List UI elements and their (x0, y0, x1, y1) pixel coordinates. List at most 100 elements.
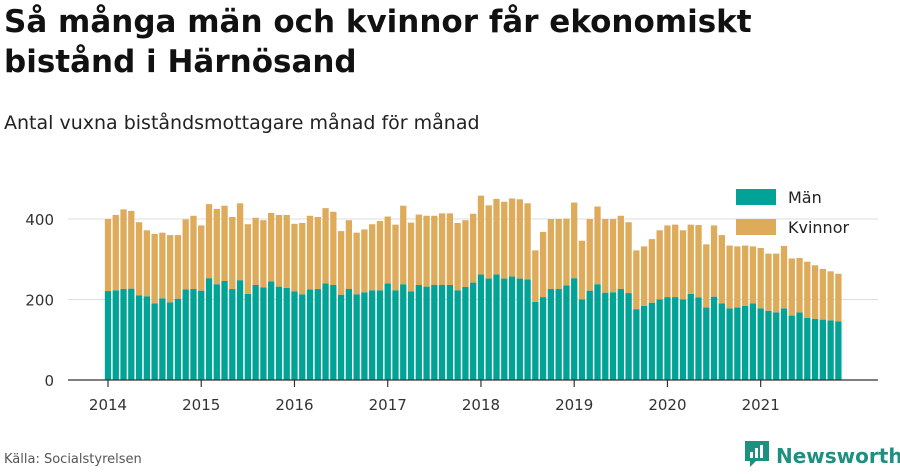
bar-kvinnor (299, 223, 306, 295)
bar-man (322, 283, 329, 380)
bar-man (718, 303, 725, 380)
newsworthy-icon (744, 440, 770, 472)
bar-man (749, 303, 757, 380)
bar-man (555, 289, 562, 380)
bar-kvinnor (392, 224, 399, 291)
bar-man (648, 302, 656, 380)
bar-kvinnor (687, 224, 694, 294)
bar-kvinnor (625, 222, 632, 294)
bar-man (438, 285, 446, 380)
bar-kvinnor (672, 224, 679, 298)
bar-man (796, 312, 803, 380)
bar-man (773, 312, 780, 380)
bar-man (485, 278, 492, 380)
bar-kvinnor (167, 235, 174, 303)
bar-kvinnor (578, 240, 586, 300)
bar-man (174, 298, 182, 380)
bar-kvinnor (734, 246, 741, 308)
bar-man (236, 280, 244, 380)
bar-kvinnor (555, 219, 562, 290)
bar-kvinnor (252, 217, 259, 286)
bar-kvinnor (438, 213, 446, 286)
bar-man (835, 321, 842, 380)
bar-kvinnor (182, 219, 189, 290)
bar-man (268, 281, 275, 380)
bar-man (299, 294, 306, 380)
bar-kvinnor (703, 244, 710, 308)
axes: 2014 2015 2016 2017 2018 2019 2020 2021 (68, 379, 878, 414)
bar-man (617, 289, 624, 380)
bar-man (788, 315, 795, 380)
bar-kvinnor (275, 214, 283, 287)
legend-swatch-man (736, 189, 776, 205)
bar-kvinnor (524, 203, 531, 280)
bar-kvinnor (547, 219, 555, 290)
bar-kvinnor (835, 273, 842, 322)
y-tick-label: 400 (25, 211, 54, 229)
bar-man (104, 291, 112, 380)
bar-kvinnor (268, 212, 275, 282)
bar-kvinnor (369, 224, 376, 291)
bar-man (353, 294, 360, 380)
bar-kvinnor (788, 258, 795, 316)
bar-kvinnor (120, 209, 127, 290)
x-tick-label: 2017 (369, 396, 407, 414)
x-tick-label: 2021 (742, 396, 780, 414)
bar-man (687, 293, 694, 380)
bar-man (128, 288, 135, 380)
bar-man (198, 290, 205, 380)
x-tick-label: 2020 (648, 396, 686, 414)
bar-kvinnor (493, 198, 500, 275)
bar-man (757, 308, 764, 380)
bar-man (135, 295, 143, 380)
bar-kvinnor (112, 214, 119, 291)
brand-logo: Newsworthy (744, 440, 900, 472)
bar-man (384, 283, 391, 380)
bar-kvinnor (617, 215, 624, 290)
bar-man (213, 284, 220, 380)
bar-kvinnor (454, 223, 461, 291)
x-tick-label: 2015 (182, 396, 220, 414)
bar-kvinnor (345, 220, 353, 290)
bar-man (291, 291, 298, 380)
bar-kvinnor (128, 210, 135, 289)
bar-kvinnor (470, 213, 477, 283)
bar-kvinnor (811, 265, 819, 319)
bar-man (337, 294, 345, 380)
bar-man (369, 290, 376, 380)
bar-man (710, 296, 718, 380)
bar-kvinnor (741, 245, 749, 306)
bar-man (672, 297, 679, 380)
x-tick-label: 2016 (275, 396, 313, 414)
bar-kvinnor (609, 219, 617, 293)
bar-man (306, 289, 314, 380)
y-tick-label: 0 (44, 372, 54, 390)
bar-kvinnor (773, 253, 780, 313)
bar-man (741, 305, 749, 380)
bar-man (532, 301, 539, 380)
bar-man (252, 285, 259, 380)
x-tick-label: 2014 (89, 396, 127, 414)
bar-man (726, 308, 733, 380)
bar-kvinnor (376, 221, 384, 291)
bar-kvinnor (508, 198, 516, 277)
bar-man (571, 278, 578, 380)
bar-man (640, 305, 648, 380)
bar-kvinnor (407, 222, 415, 292)
bar-kvinnor (135, 222, 143, 296)
bar-kvinnor (571, 202, 578, 279)
legend: Män Kvinnor (736, 188, 849, 237)
bar-kvinnor (718, 235, 725, 304)
bar-man (804, 318, 811, 380)
bar-man (423, 286, 430, 380)
bar-man (330, 285, 337, 380)
bars (104, 195, 842, 380)
bar-kvinnor (462, 220, 469, 288)
bar-kvinnor (431, 215, 438, 286)
bar-kvinnor (221, 205, 228, 281)
bar-man (664, 297, 671, 380)
bar-man (656, 299, 663, 380)
source-note: Källa: Socialstyrelsen (4, 452, 142, 467)
bar-man (260, 287, 267, 380)
